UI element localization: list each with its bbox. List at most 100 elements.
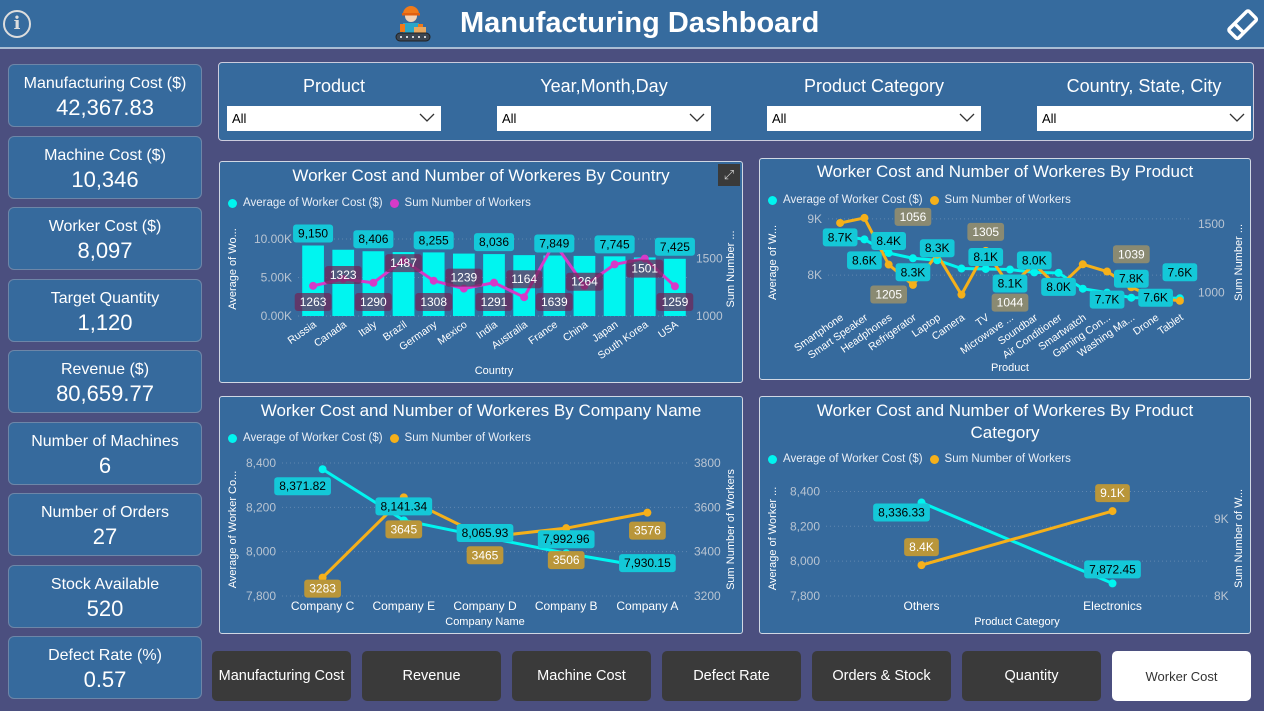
nav-button[interactable]: Defect Rate	[662, 651, 801, 701]
point-series-1[interactable]	[1006, 265, 1014, 274]
bar[interactable]	[603, 256, 626, 316]
point-series-2[interactable]	[1108, 507, 1117, 516]
point-series-1[interactable]	[1108, 579, 1117, 588]
x-tick-label: China	[561, 319, 590, 345]
point-series-2[interactable]	[562, 524, 571, 533]
data-label-series-2: 1290	[355, 293, 392, 311]
point-series-1[interactable]	[908, 254, 917, 263]
filter-dropdown[interactable]: All	[767, 106, 981, 131]
kpi-card: Worker Cost ($) 8,097	[8, 207, 202, 270]
y-tick-label: 9K	[807, 212, 822, 226]
point-series-2[interactable]	[490, 278, 498, 287]
point-series-2[interactable]	[908, 280, 917, 289]
nav-button[interactable]: Orders & Stock	[812, 651, 951, 701]
data-label-series-2: 1039	[1112, 245, 1150, 264]
data-label-text: 8.3K	[925, 241, 950, 255]
data-label-text: 1259	[662, 295, 689, 309]
kpi-label: Target Quantity	[50, 289, 160, 307]
data-label-series-1: 8.3K	[919, 239, 955, 258]
point-series-1[interactable]	[981, 264, 990, 273]
nav-button[interactable]: Quantity	[962, 651, 1101, 701]
eraser-icon[interactable]	[1226, 8, 1260, 42]
point-series-1[interactable]	[318, 465, 327, 474]
x-tick-label: France	[526, 319, 560, 348]
point-series-2[interactable]	[917, 561, 926, 570]
point-series-2[interactable]	[957, 290, 966, 299]
kpi-value: 27	[92, 524, 118, 549]
point-series-2[interactable]	[610, 260, 619, 269]
data-label-series-2: 3506	[547, 551, 585, 570]
point-series-2[interactable]	[643, 508, 652, 517]
point-series-1[interactable]	[1078, 284, 1087, 293]
point-series-2[interactable]	[369, 278, 378, 287]
nav-button[interactable]: Worker Cost	[1112, 651, 1251, 701]
point-series-2[interactable]	[860, 213, 869, 222]
data-label-text: 9,150	[298, 227, 328, 241]
data-label-box	[991, 293, 1029, 312]
line-series-2	[921, 509, 1113, 567]
data-label-box	[1084, 560, 1141, 579]
data-label-text: 3506	[553, 553, 580, 567]
point-series-1[interactable]	[1054, 268, 1063, 277]
y2-tick-label: 1000	[696, 309, 723, 323]
data-label-box	[375, 497, 433, 516]
legend-item: Sum Number of Workers	[404, 432, 531, 444]
filter-dropdown[interactable]: All	[227, 106, 441, 131]
info-icon[interactable]: i	[3, 10, 31, 38]
point-series-2[interactable]	[836, 218, 845, 227]
data-label-box	[473, 233, 515, 252]
data-label-text: 7.7K	[1095, 293, 1120, 307]
nav-button[interactable]: Machine Cost	[512, 651, 651, 701]
expand-icon[interactable]: ⤢	[718, 164, 740, 186]
point-series-1[interactable]	[933, 256, 942, 265]
y-tick-label: 10.00K	[254, 232, 292, 246]
chart-legend: Average of Worker Cost ($) Sum Number of …	[228, 197, 531, 209]
data-label-series-1: 8.7K	[822, 228, 858, 247]
point-series-2[interactable]	[1103, 267, 1112, 276]
kpi-value: 520	[86, 595, 124, 621]
data-label-text: 8.0K	[1022, 253, 1047, 267]
point-series-2[interactable]	[1175, 296, 1184, 305]
data-label-text: 7,425	[660, 240, 690, 254]
filter-dropdown[interactable]: All	[497, 106, 711, 131]
nav-button-label: Quantity	[1004, 668, 1059, 684]
point-series-2[interactable]	[520, 293, 529, 302]
nav-button[interactable]: Revenue	[362, 651, 501, 701]
point-series-2[interactable]	[429, 276, 438, 285]
point-series-1[interactable]	[957, 264, 966, 273]
data-label-box	[547, 551, 585, 570]
line-series-1	[920, 501, 1114, 585]
data-label-box	[1016, 251, 1052, 270]
data-label-text: 8,036	[479, 235, 509, 249]
kpi-card: Target Quantity 1,120	[8, 278, 202, 342]
point-series-1[interactable]	[860, 235, 869, 244]
kpi-card: Machine Cost ($) 10,346	[8, 135, 202, 199]
data-label-box	[822, 228, 858, 247]
filter-value: All	[1042, 111, 1057, 126]
filter-dropdown[interactable]: All	[1037, 106, 1251, 131]
point-series-2[interactable]	[309, 281, 318, 290]
y-tick-label: 8,400	[790, 484, 820, 498]
data-label-text: 3283	[309, 582, 336, 596]
point-series-2[interactable]	[884, 260, 893, 269]
point-series-1[interactable]	[1127, 293, 1136, 302]
data-label-text: 8,255	[419, 233, 449, 247]
data-label-box	[413, 231, 454, 250]
point-series-1[interactable]	[1030, 268, 1039, 277]
point-series-2[interactable]	[670, 282, 679, 291]
y-axis-label: Average of Worker Co...	[227, 471, 239, 589]
kpi-card: Number of Orders 27	[8, 493, 202, 556]
data-label-text: 9.1K	[1100, 486, 1125, 500]
data-label-text: 1056	[900, 210, 927, 224]
chart-legend: Average of Worker Cost ($) Sum Number of …	[768, 453, 1071, 465]
point-series-1[interactable]	[884, 248, 893, 257]
data-label-text: 3465	[472, 548, 499, 562]
point-series-2[interactable]	[1078, 260, 1087, 269]
data-label-box	[594, 235, 635, 254]
x-tick-label: USA	[656, 319, 681, 341]
data-label-text: 1164	[511, 272, 537, 286]
data-label-series-2: 1259	[656, 293, 694, 311]
kpi-card: Stock Available 520	[8, 564, 202, 628]
nav-button[interactable]: Manufacturing Cost	[212, 651, 351, 701]
data-label-series-2: 1639	[535, 293, 573, 311]
